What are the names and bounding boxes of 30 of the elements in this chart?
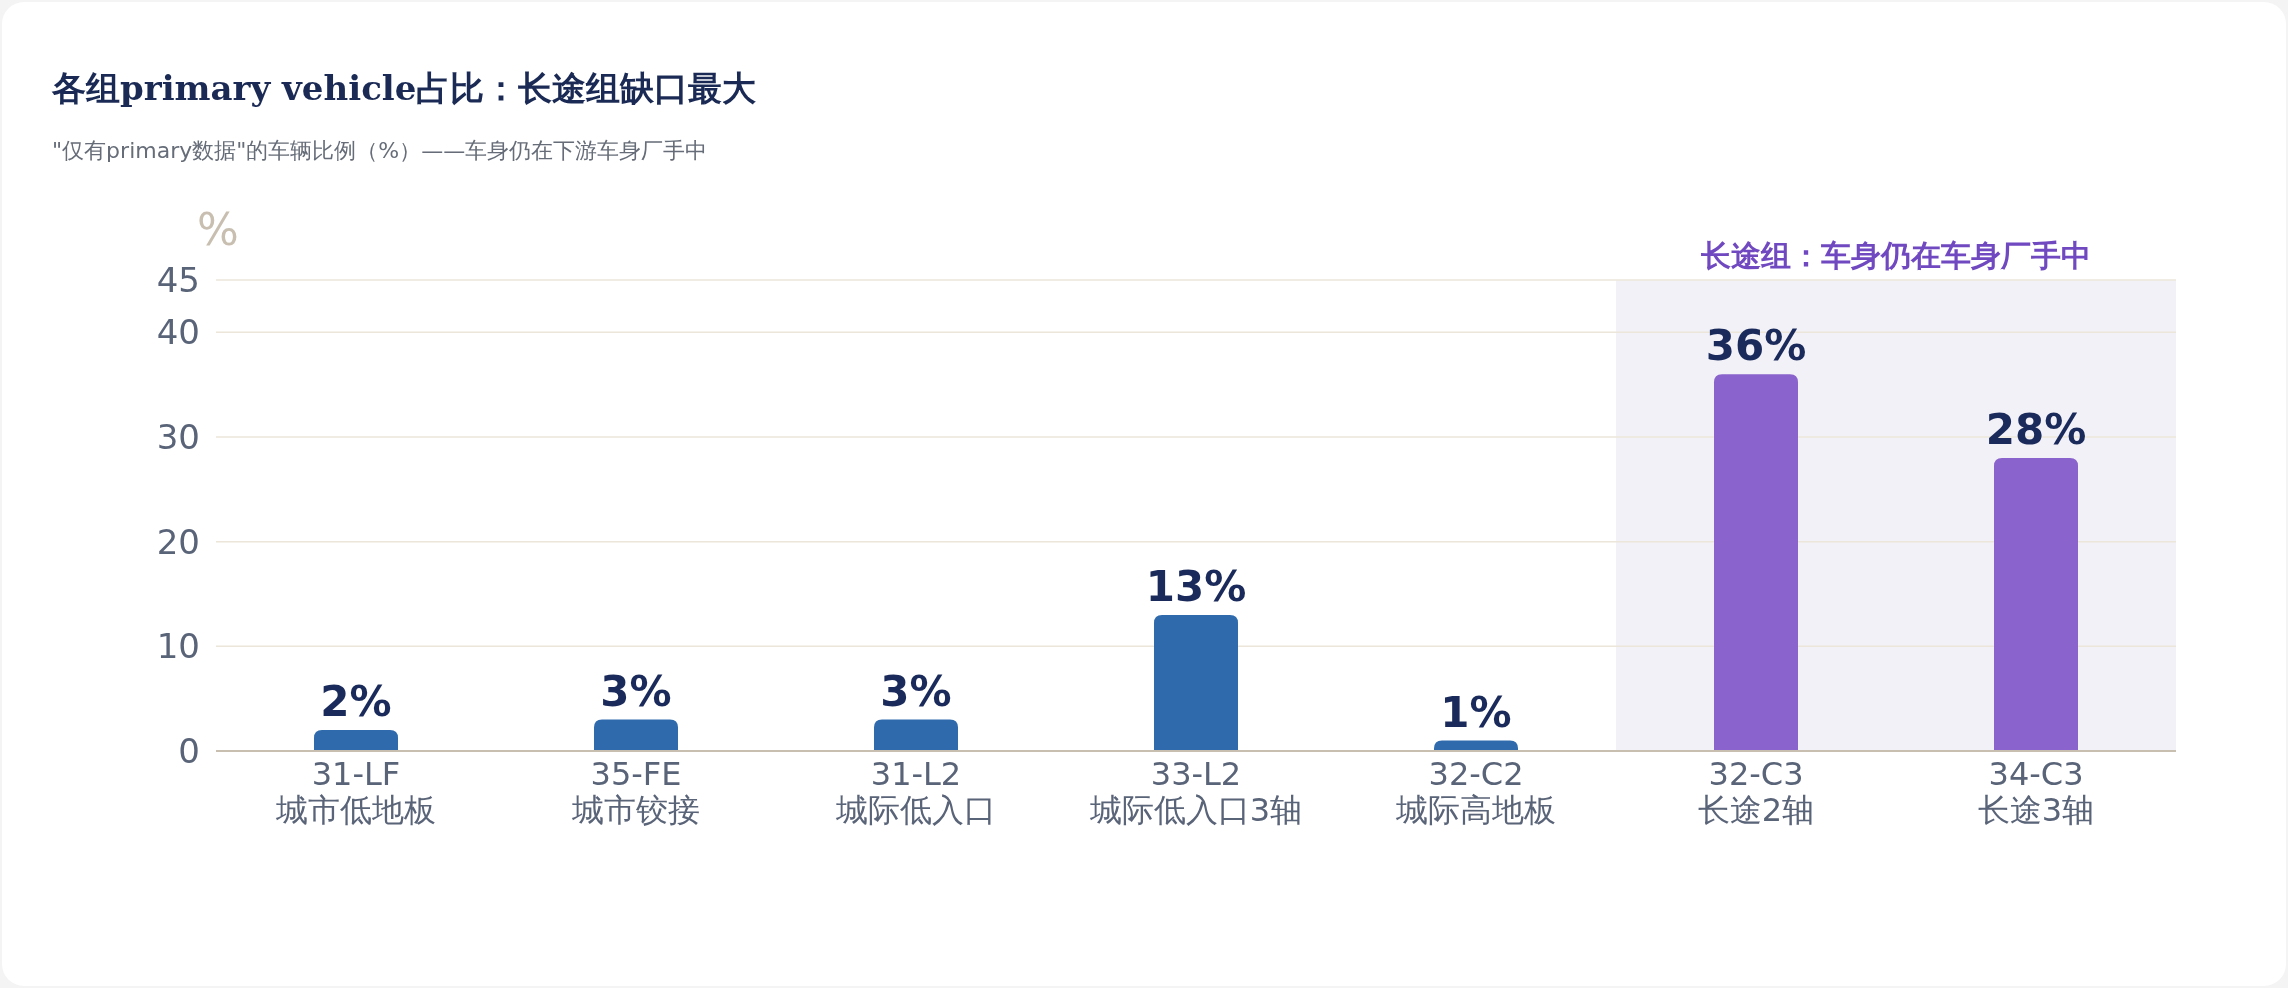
- y-tick-label: 40: [156, 312, 200, 353]
- bar: [1994, 457, 2078, 751]
- y-tick-label: 45: [156, 260, 200, 300]
- data-label: 3%: [600, 666, 672, 716]
- bar: [1154, 614, 1238, 751]
- data-label: 13%: [1145, 561, 1247, 611]
- bar: [874, 719, 958, 751]
- bar: [1714, 374, 1798, 751]
- data-label: 28%: [1985, 404, 2087, 454]
- x-tick-label: 34-C3 长途3轴: [1977, 755, 2095, 829]
- y-tick-label: 0: [178, 731, 200, 771]
- y-axis-title: %: [197, 204, 239, 255]
- x-tick-label: 33-L2 城际低入口3轴: [1088, 755, 1303, 829]
- x-tick-label: 32-C2 城际高地板: [1395, 755, 1556, 829]
- x-tick-label: 31-LF 城市低地板: [275, 755, 436, 829]
- x-tick-label: 32-C3 长途2轴: [1697, 755, 1815, 829]
- data-label: 36%: [1705, 321, 1807, 371]
- y-tick-label: 30: [156, 417, 200, 457]
- chart-subtitle: "仅有primary数据"的车辆比例（%）——车身仍在下游车身厂手中: [52, 138, 708, 163]
- y-tick-label: 20: [156, 521, 200, 562]
- x-tick-label: 31-L2 城际低入口: [835, 755, 996, 829]
- data-label: 1%: [1440, 687, 1512, 737]
- y-tick-label: 10: [156, 626, 200, 667]
- bar: [314, 730, 398, 751]
- band-label: 长途组：车身仍在车身厂手中: [1700, 238, 2091, 273]
- chart-title: 各组primary vehicle占比：长途组缺口最大: [51, 68, 757, 108]
- data-label: 3%: [880, 666, 952, 716]
- x-tick-label: 35-FE 城市铰接: [571, 755, 700, 829]
- bar: [594, 719, 678, 751]
- data-label: 2%: [320, 677, 392, 727]
